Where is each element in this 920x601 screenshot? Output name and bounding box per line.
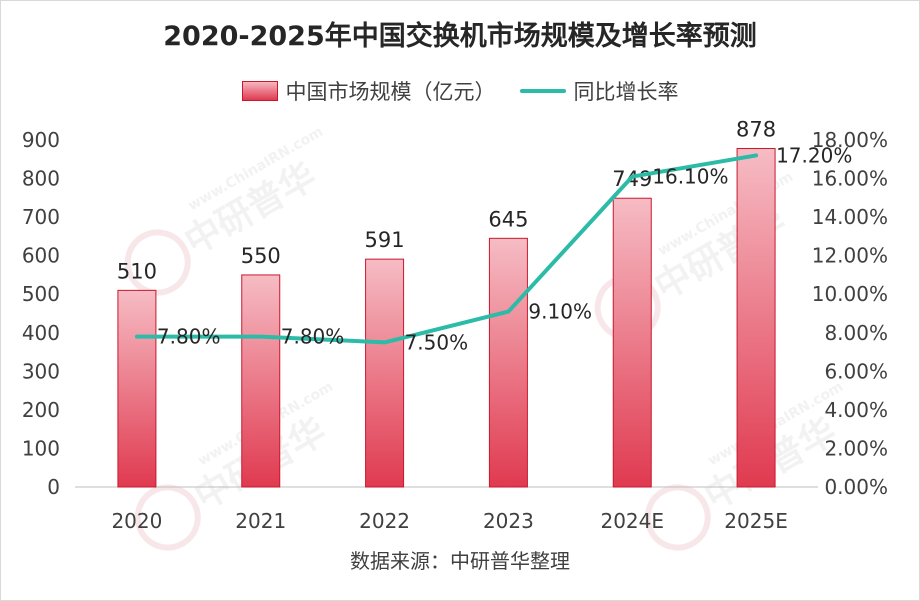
- bar-data-label: 510: [117, 259, 157, 283]
- y2-tick-label: 2.00%: [824, 436, 888, 460]
- x-tick-label: 2023: [483, 509, 534, 533]
- y-tick-label: 200: [22, 398, 60, 422]
- line-data-label: 9.10%: [528, 300, 592, 324]
- legend-bar-swatch: [241, 81, 278, 101]
- line-data-label: 7.50%: [405, 330, 469, 354]
- y-tick-label: 600: [22, 244, 60, 268]
- y-tick-label: 100: [22, 436, 60, 460]
- x-tick-label: 2021: [235, 509, 286, 533]
- bar-data-label: 591: [365, 228, 405, 252]
- legend-item-bar: 中国市场规模（亿元）: [241, 76, 496, 106]
- source-note: 数据来源：中研普华整理: [350, 549, 570, 573]
- x-tick-label: 2025E: [724, 509, 788, 533]
- y-tick-label: 0: [47, 475, 60, 499]
- y-tick-label: 900: [22, 128, 60, 152]
- y2-tick-label: 14.00%: [812, 205, 888, 229]
- bar-data-label: 645: [488, 207, 528, 231]
- chart-legend: 中国市场规模（亿元） 同比增长率: [0, 76, 920, 106]
- bar: [117, 289, 157, 488]
- y-tick-label: 500: [22, 282, 60, 306]
- line-data-label: 7.80%: [281, 325, 345, 349]
- line-data-label: 16.10%: [652, 165, 728, 189]
- y-tick-label: 300: [22, 359, 60, 383]
- y-tick-label: 400: [22, 321, 60, 345]
- line-data-label: 17.20%: [776, 143, 852, 167]
- x-tick-label: 2024E: [600, 509, 664, 533]
- y2-tick-label: 12.00%: [812, 244, 888, 268]
- line-data-label: 7.80%: [157, 325, 221, 349]
- y2-tick-label: 0.00%: [824, 475, 888, 499]
- x-tick-label: 2020: [111, 509, 162, 533]
- bar: [488, 237, 528, 488]
- y2-tick-label: 6.00%: [824, 359, 888, 383]
- bar: [365, 258, 405, 488]
- legend-item-line: 同比增长率: [519, 76, 679, 106]
- growth-line: [134, 153, 759, 345]
- bar-data-label: 550: [241, 244, 281, 268]
- legend-line-swatch: [519, 89, 566, 93]
- y2-tick-label: 8.00%: [824, 321, 888, 345]
- y-tick-label: 800: [22, 167, 60, 191]
- bar-data-label: 878: [736, 117, 776, 141]
- y2-tick-label: 18.00%: [812, 128, 888, 152]
- y2-tick-label: 4.00%: [824, 398, 888, 422]
- y-tick-label: 700: [22, 205, 60, 229]
- y2-tick-label: 10.00%: [812, 282, 888, 306]
- bar: [612, 197, 652, 488]
- bar: [736, 147, 776, 488]
- legend-line-label: 同比增长率: [573, 80, 679, 104]
- bar: [241, 274, 281, 488]
- chart-title: 2020-2025年中国交换机市场规模及增长率预测: [163, 21, 757, 52]
- x-tick-label: 2022: [359, 509, 410, 533]
- y2-tick-label: 16.00%: [812, 167, 888, 191]
- legend-bar-label: 中国市场规模（亿元）: [285, 80, 496, 104]
